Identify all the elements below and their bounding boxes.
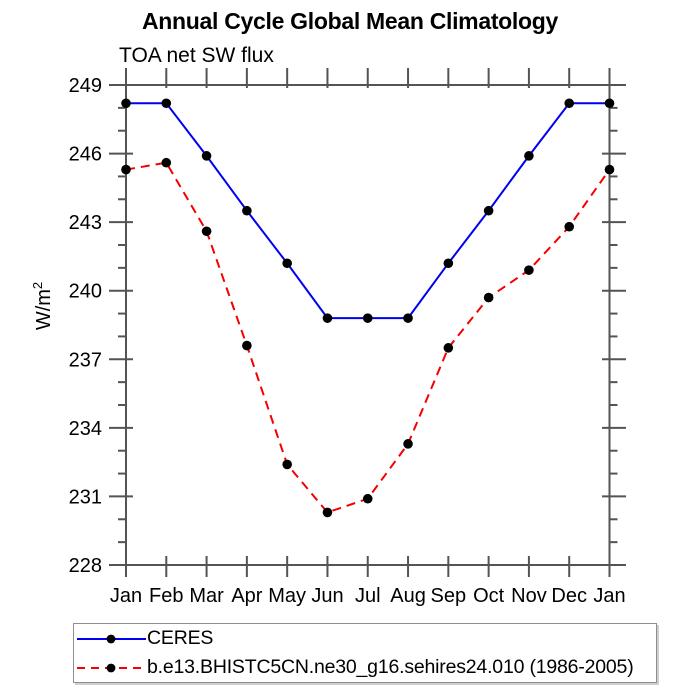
series-0-marker [362, 313, 373, 323]
series-0-marker [161, 98, 172, 109]
legend-line-sample-1 [77, 663, 146, 672]
x-tick-label: Sep [431, 585, 467, 607]
plot-frame [125, 84, 611, 566]
series-0-marker [483, 205, 494, 216]
legend-label-1: b.e13.BHISTC5CN.ne30_g16.sehires24.010 (… [147, 656, 634, 678]
y-tick-label: 234 [69, 418, 102, 440]
x-tick-label: Jun [311, 585, 343, 607]
x-tick-label: May [268, 585, 306, 607]
series-line-1 [125, 161, 611, 514]
series-1-marker [604, 164, 615, 175]
series-0-marker [322, 313, 333, 323]
y-tick-label: 231 [69, 486, 102, 508]
legend-line-sample-0 [77, 634, 146, 643]
x-tick-label: Feb [149, 585, 183, 607]
legend-marker-1 [106, 663, 116, 672]
series-1-marker [403, 439, 413, 449]
series-1-marker [242, 340, 252, 351]
y-tick-label: 240 [69, 281, 102, 303]
series-1-marker [443, 343, 454, 353]
series-1-marker [322, 507, 333, 518]
x-tick-label: Oct [473, 585, 505, 607]
series-0-marker [282, 258, 292, 269]
x-tick-label: Aug [390, 585, 426, 607]
y-tick-label: 249 [69, 75, 102, 97]
chart-title: Annual Cycle Global Mean Climatology [141, 8, 559, 34]
series-1-marker [201, 226, 212, 237]
legend: CERES b.e13.BHISTC5CN.ne30_g16.sehires24.… [73, 623, 657, 683]
x-tick-label: Nov [511, 585, 547, 607]
series-1-marker [121, 164, 131, 175]
y-tick-label: 228 [69, 555, 102, 577]
series-1-marker [524, 265, 534, 275]
legend-row-0: CERES [77, 624, 656, 653]
series-0-marker [524, 151, 534, 161]
x-tick-label: Jan [110, 585, 142, 607]
series-line-0 [126, 102, 610, 320]
series-1-marker [483, 292, 494, 303]
series-0-marker [201, 151, 212, 161]
y-tick-label: 243 [69, 212, 102, 234]
y-tick-label: 237 [69, 349, 102, 371]
series-0-marker [121, 98, 131, 109]
x-tick-label: Mar [189, 585, 224, 607]
y-tick-label: 246 [69, 144, 102, 166]
x-tick-label: Jul [355, 585, 381, 607]
series-0-marker [564, 98, 575, 109]
x-tick-label: Jan [593, 585, 625, 607]
series-1-marker [161, 157, 172, 168]
series-1-marker [564, 221, 575, 232]
series-0-marker [604, 98, 615, 109]
x-tick-label: Apr [231, 585, 262, 607]
legend-marker-0 [106, 634, 116, 643]
series-1-marker [362, 493, 373, 504]
legend-row-1: b.e13.BHISTC5CN.ne30_g16.sehires24.010 (… [77, 653, 656, 682]
x-tick-label: Dec [551, 585, 587, 607]
legend-label-0: CERES [147, 627, 214, 649]
series-0-marker [242, 205, 252, 216]
series-0-marker [443, 258, 454, 269]
chart-subtitle: TOA net SW flux [119, 44, 274, 67]
series-1-marker [282, 459, 292, 470]
series-0-marker [403, 313, 413, 323]
